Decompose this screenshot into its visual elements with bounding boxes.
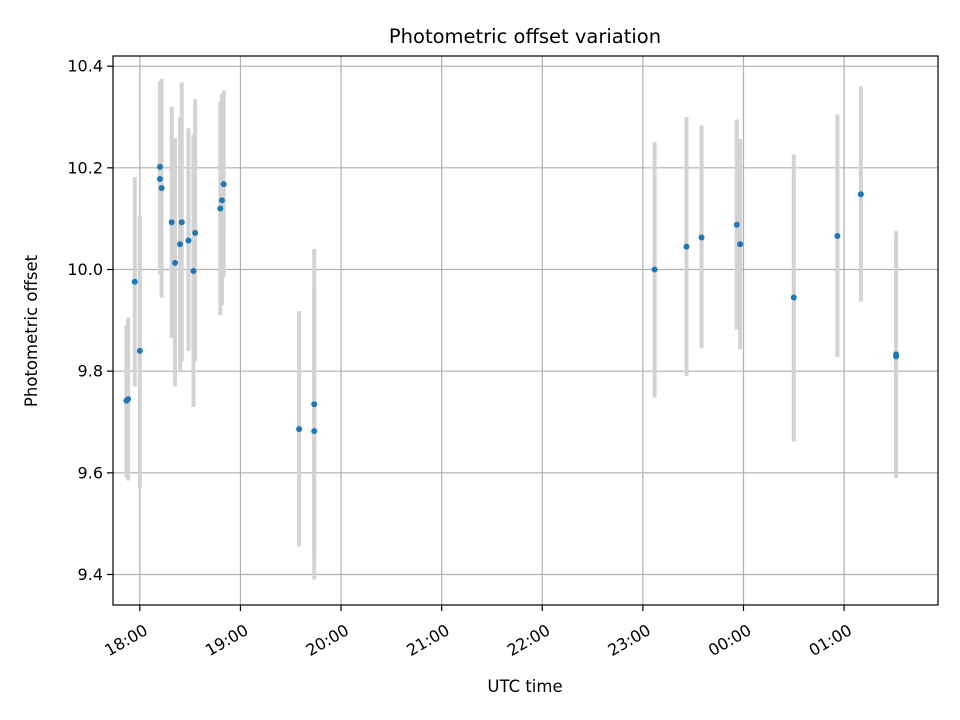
y-tick-label: 9.4	[78, 565, 103, 584]
data-point	[311, 428, 318, 435]
data-point	[790, 294, 797, 301]
y-tick-label: 10.0	[67, 260, 103, 279]
data-point	[651, 266, 658, 273]
data-point	[185, 237, 192, 244]
data-point	[172, 259, 179, 266]
data-point	[698, 234, 705, 241]
data-point	[192, 229, 199, 236]
data-point	[136, 347, 143, 354]
data-points	[123, 163, 900, 435]
chart-title: Photometric offset variation	[389, 25, 661, 48]
data-point	[834, 232, 841, 239]
data-point	[131, 278, 138, 285]
data-point	[178, 219, 185, 226]
data-point	[158, 185, 165, 192]
y-tick-label: 10.2	[67, 158, 103, 177]
data-point	[217, 205, 224, 212]
data-point	[733, 221, 740, 228]
y-axis-ticks: 9.4 9.6 9.8 10.0 10.2 10.4	[67, 57, 113, 584]
data-point	[125, 396, 132, 403]
data-point	[156, 163, 163, 170]
data-point	[683, 243, 690, 250]
y-axis-label: Photometric offset	[22, 254, 41, 407]
data-point	[893, 353, 900, 360]
y-tick-label: 9.6	[78, 463, 103, 482]
data-point	[218, 197, 225, 204]
data-point	[168, 219, 175, 226]
plot-frame	[112, 55, 939, 606]
y-tick-label: 9.8	[78, 362, 103, 381]
data-point	[177, 241, 184, 248]
y-tick-label: 10.4	[67, 57, 103, 76]
data-point	[857, 191, 864, 198]
data-point	[296, 426, 303, 433]
data-point	[737, 241, 744, 248]
data-point	[156, 176, 163, 183]
data-point	[311, 401, 318, 408]
grid	[113, 56, 938, 605]
data-point	[220, 181, 227, 188]
data-point	[190, 268, 197, 275]
x-axis-label: UTC time	[487, 677, 562, 696]
